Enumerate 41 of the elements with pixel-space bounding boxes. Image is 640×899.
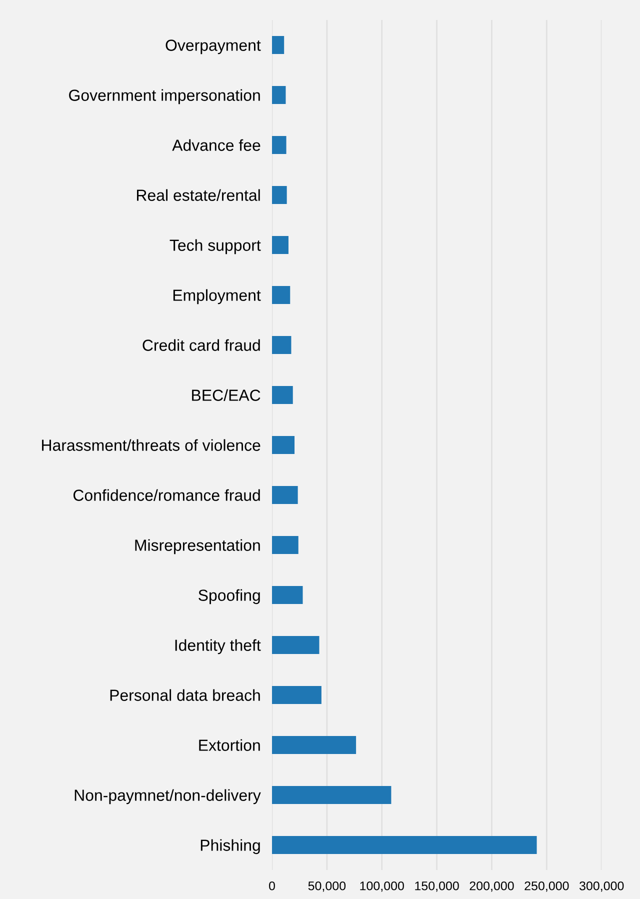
- y-tick-label: Harassment/threats of violence: [42, 439, 260, 451]
- bar: [272, 586, 303, 604]
- bar: [272, 686, 322, 704]
- bar: [272, 236, 288, 254]
- x-tick-label: 300,000: [579, 881, 624, 892]
- bar: [272, 136, 286, 154]
- y-tick-label: Employment: [173, 289, 261, 304]
- x-tick-label: 100,000: [360, 881, 404, 892]
- x-tick-label: 250,000: [524, 881, 569, 892]
- y-tick-label: BEC/EAC: [192, 389, 260, 401]
- y-tick-label: Phishing: [200, 839, 260, 854]
- y-tick-label: Confidence/romance fraud: [73, 489, 260, 501]
- bar: [272, 436, 295, 454]
- bar: [272, 86, 286, 104]
- x-tick-label: 50,000: [308, 881, 346, 892]
- bar: [272, 636, 320, 654]
- y-tick-label: Personal data breach: [110, 689, 260, 701]
- y-tick-label: Tech support: [170, 239, 261, 254]
- bar: [272, 36, 284, 54]
- y-tick-label: Credit card fraud: [142, 339, 260, 351]
- bar: [272, 786, 392, 804]
- bar: [272, 386, 293, 404]
- x-tick-label: 0: [269, 881, 275, 890]
- y-tick-label: Misrepresentation: [135, 539, 260, 554]
- bar: [272, 286, 290, 304]
- bar: [272, 186, 287, 204]
- x-tick-label: 150,000: [415, 881, 459, 892]
- y-tick-label: Extortion: [199, 739, 260, 751]
- bar: [272, 736, 356, 754]
- y-tick-label: Real estate/rental: [137, 189, 260, 201]
- y-tick-label: Identity theft: [175, 639, 261, 654]
- bar: [272, 836, 537, 854]
- y-tick-label: Government impersonation: [69, 89, 260, 104]
- x-tick-label: 200,000: [470, 881, 514, 892]
- bar: [272, 336, 292, 354]
- bar: [272, 486, 298, 504]
- y-tick-label: Non-paymnet/non-delivery: [74, 789, 261, 804]
- bar: [272, 536, 298, 554]
- y-tick-label: Advance fee: [172, 139, 260, 151]
- y-tick-label: Overpayment: [166, 40, 261, 54]
- y-tick-label: Spoofing: [198, 589, 260, 604]
